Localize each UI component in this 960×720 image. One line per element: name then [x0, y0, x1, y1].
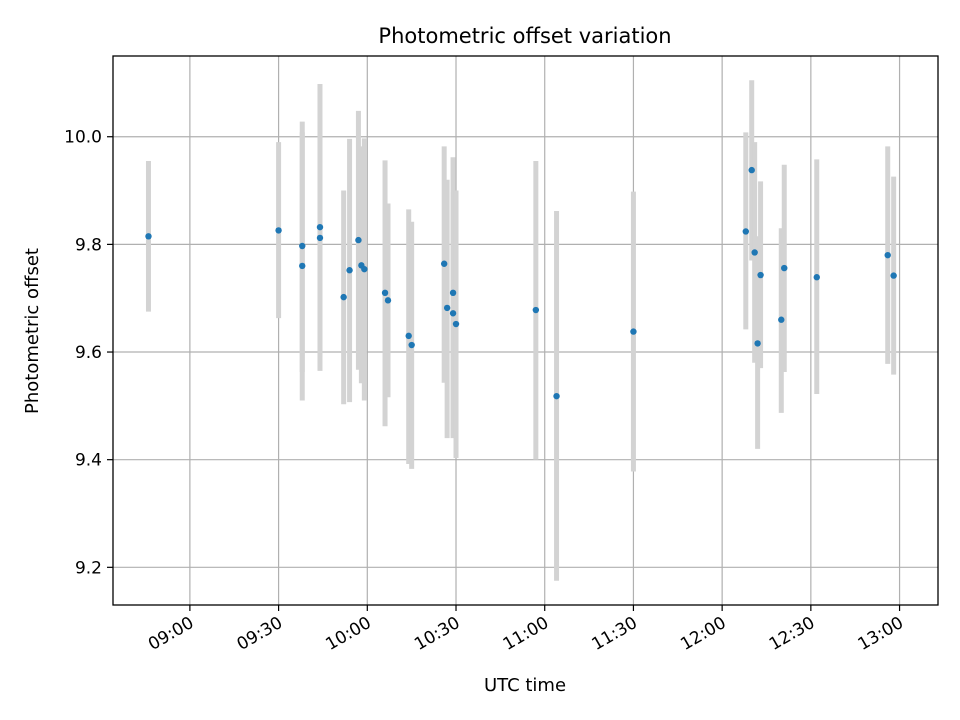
data-point [449, 310, 457, 317]
data-point [299, 242, 306, 250]
data-point [452, 320, 460, 328]
data-point [145, 233, 152, 240]
data-point [405, 332, 412, 340]
data-point [748, 166, 755, 174]
y-axis-label: Photometric offset [22, 248, 43, 414]
data-point [299, 262, 306, 270]
x-tick-label: 10:00 [322, 613, 374, 655]
data-point [813, 274, 820, 281]
grid [113, 56, 938, 605]
y-tick-label: 9.6 [75, 343, 102, 363]
data-point [340, 293, 347, 301]
data-point [890, 272, 897, 279]
data-point [384, 297, 392, 304]
data-point [440, 260, 448, 267]
data-point [778, 316, 785, 323]
errorbars [145, 80, 897, 581]
chart-title: Photometric offset variation [378, 24, 671, 48]
data-point [316, 223, 324, 231]
x-tick-label: 11:00 [500, 613, 552, 655]
y-tick-label: 9.2 [75, 558, 102, 578]
data-points [145, 166, 897, 400]
x-tick-label: 12:00 [677, 613, 729, 655]
y-tick-label: 10.0 [64, 128, 102, 148]
data-point [757, 271, 764, 279]
data-point [630, 328, 637, 335]
x-tick-label: 09:30 [234, 613, 286, 655]
x-tick-label: 11:30 [588, 613, 640, 655]
data-point [355, 236, 362, 244]
x-axis-ticks: 09:00 09:30 10:00 10:30 11:00 11:30 12:00 12:30… [145, 605, 907, 655]
data-point [346, 267, 353, 274]
data-point [449, 289, 457, 297]
data-point [381, 289, 389, 297]
y-axis-ticks: 9.2 9.4 9.6 9.8 10.0 [64, 128, 113, 578]
data-point [751, 249, 758, 256]
x-tick-label: 10:30 [411, 613, 463, 655]
data-point [275, 227, 282, 234]
y-tick-label: 9.4 [75, 451, 102, 471]
x-tick-label: 13:00 [855, 613, 907, 655]
data-point [754, 340, 761, 347]
x-tick-label: 12:30 [766, 613, 818, 655]
data-point [443, 304, 451, 312]
data-point [884, 251, 891, 259]
x-tick-label: 09:00 [145, 613, 197, 655]
data-point [781, 264, 788, 272]
data-point [532, 306, 540, 314]
data-point [316, 234, 324, 242]
y-tick-label: 9.8 [75, 235, 102, 255]
data-point [553, 392, 560, 400]
x-axis-label: UTC time [484, 675, 566, 696]
data-point [408, 341, 415, 349]
data-point [361, 265, 368, 273]
plot-frame [112, 55, 939, 606]
data-point [742, 228, 749, 235]
